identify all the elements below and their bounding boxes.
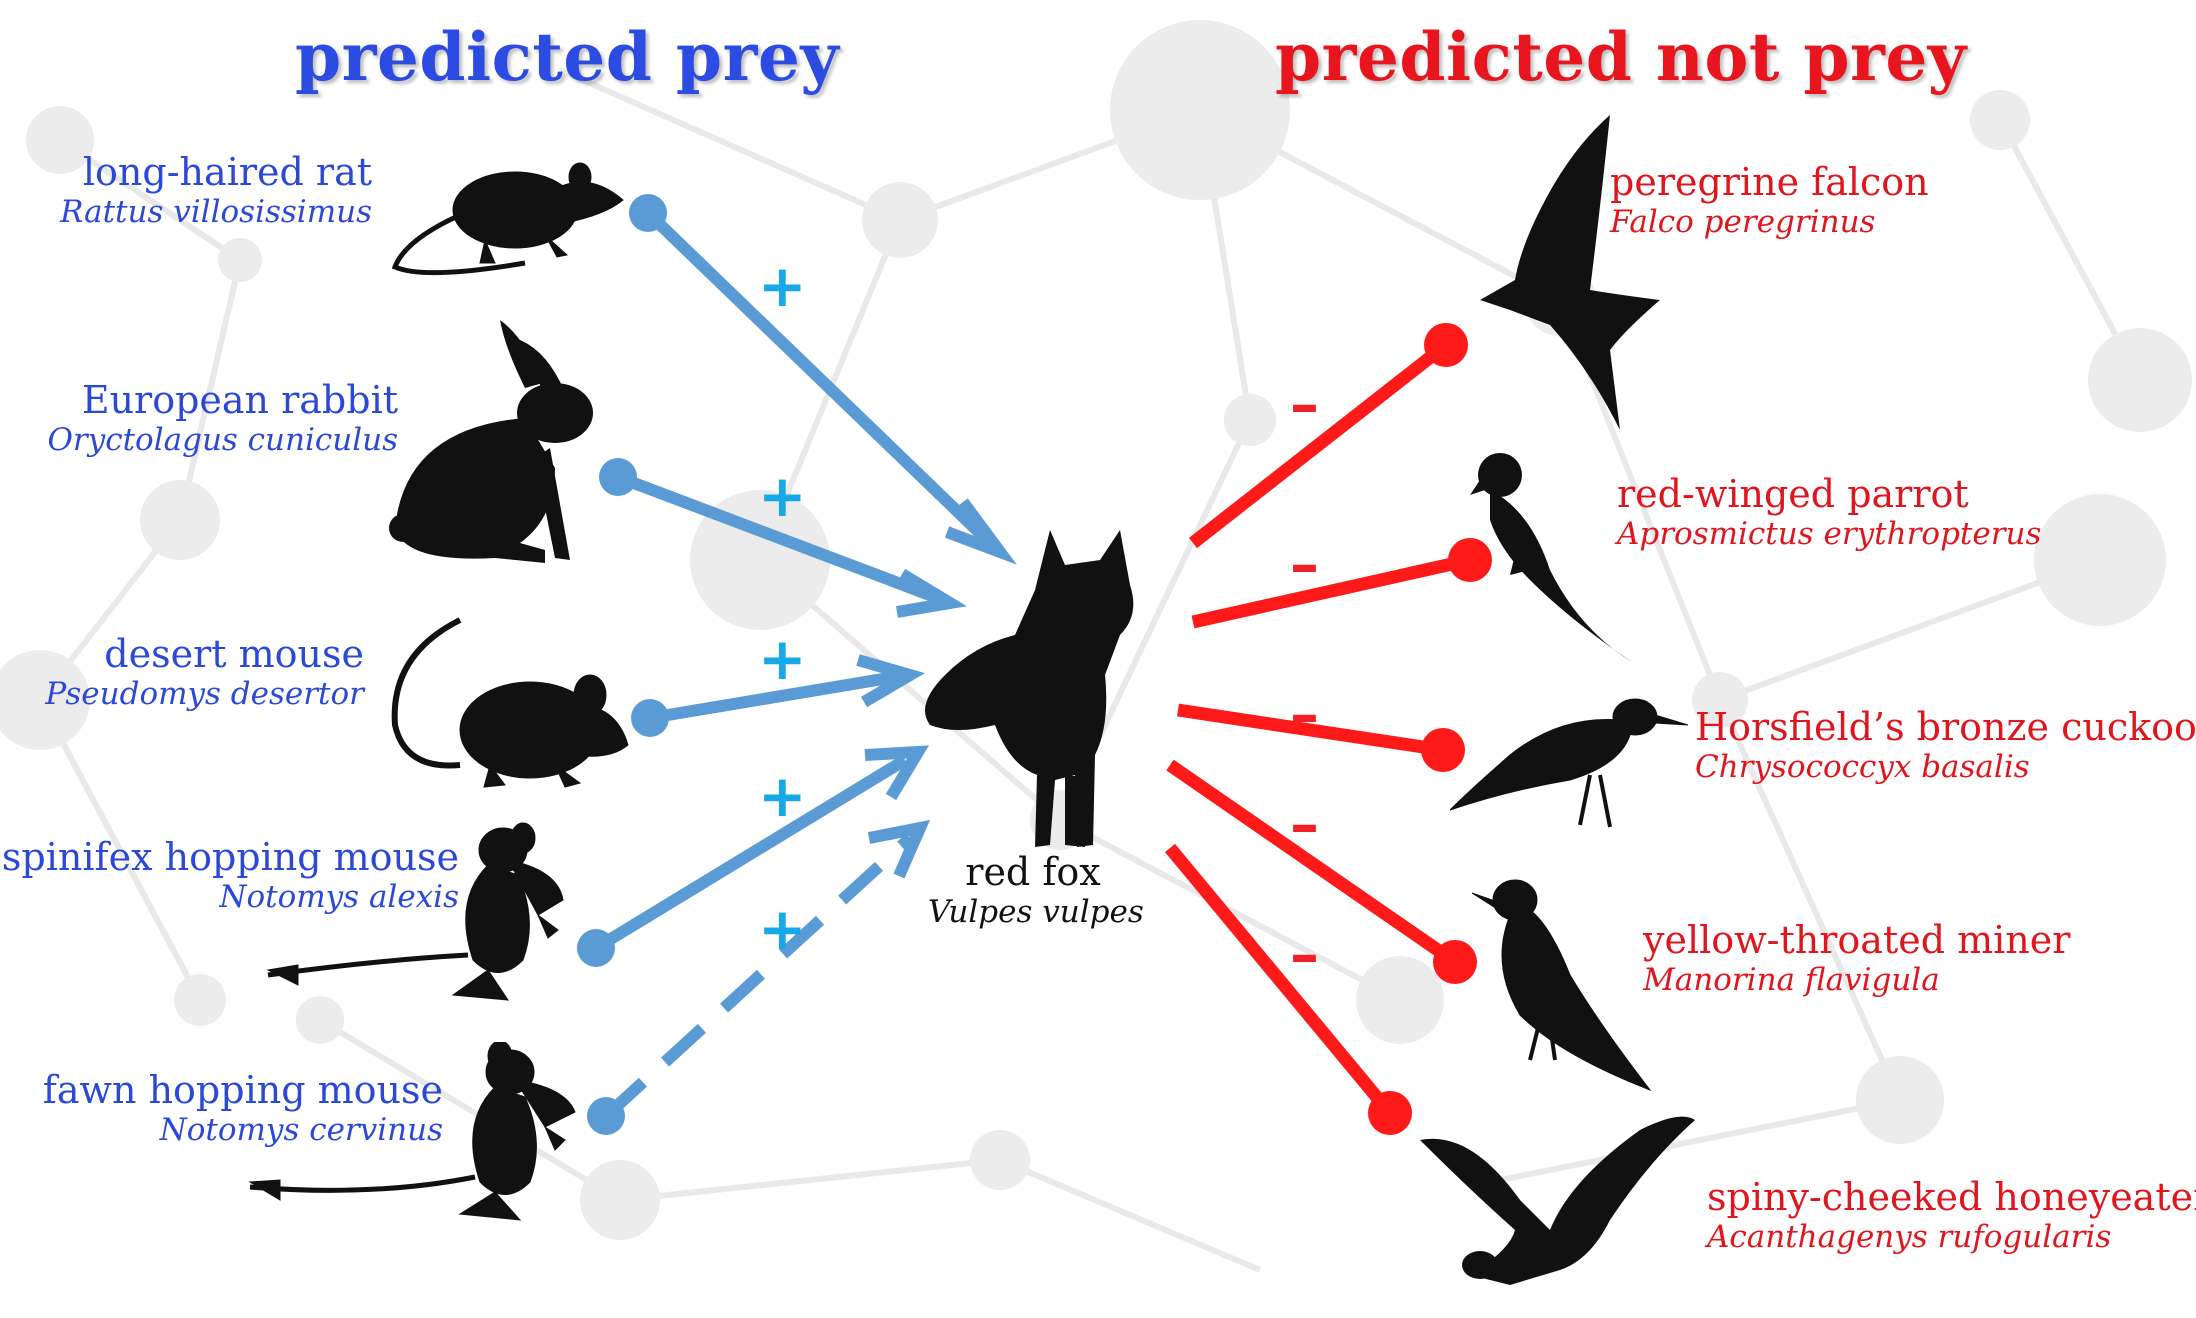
not-prey-label-falcon: peregrine falcon Falco peregrinus xyxy=(1610,160,1929,240)
rabbit-icon xyxy=(389,320,593,563)
prey-label-spinifex: spinifex hopping mouse Notomys alexis xyxy=(1,835,459,915)
plus-sign: + xyxy=(758,762,807,830)
not-prey-label-honeyeater: spiny-cheeked honeyeater Acanthagenys ru… xyxy=(1707,1175,2196,1255)
prey-label-rabbit: European rabbit Oryctolagus cuniculus xyxy=(47,378,398,458)
not-prey-label-parrot: red-winged parrot Aprosmictus erythropte… xyxy=(1617,472,2042,552)
not-prey-label-miner: yellow-throated miner Manorina flavigula xyxy=(1643,918,2071,998)
parrot-icon xyxy=(1470,453,1632,662)
not-prey-links xyxy=(1164,323,1492,1135)
rat-icon xyxy=(391,162,624,276)
plus-sign: + xyxy=(758,625,807,693)
cuckoo-icon xyxy=(1450,698,1689,828)
fox-icon xyxy=(925,530,1134,847)
predator-label: red fox Vulpes vulpes xyxy=(928,850,1144,930)
minus-sign: – xyxy=(1290,790,1319,858)
prey-arrow-fawn xyxy=(587,819,931,1135)
honeyeater-icon xyxy=(1420,1116,1695,1285)
not-prey-link-miner xyxy=(1166,759,1477,984)
hopping-mouse-icon xyxy=(266,822,564,1001)
not-prey-label-cuckoo: Horsfield’s bronze cuckoo Chrysococcyx b… xyxy=(1695,705,2196,785)
minus-sign: – xyxy=(1290,370,1319,438)
minus-sign: – xyxy=(1290,680,1319,748)
falcon-icon xyxy=(1480,115,1660,430)
prey-arrows xyxy=(577,194,1017,1135)
miner-icon xyxy=(1471,879,1652,1092)
not-prey-link-falcon xyxy=(1188,323,1468,549)
prey-arrow-spinifex xyxy=(577,745,929,967)
prey-arrow-desert-mouse xyxy=(631,654,926,737)
prey-arrow-rabbit xyxy=(599,458,967,618)
mouse-icon xyxy=(391,617,629,788)
prey-heading: predicted prey xyxy=(295,18,840,96)
not-prey-link-parrot xyxy=(1191,538,1492,629)
not-prey-link-honeyeater xyxy=(1164,843,1412,1135)
not-prey-link-cuckoo xyxy=(1177,703,1465,772)
prey-label-desert-mouse: desert mouse Pseudomys desertor xyxy=(45,632,364,712)
prey-label-fawn: fawn hopping mouse Notomys cervinus xyxy=(42,1068,443,1148)
plus-sign: + xyxy=(758,462,807,530)
plus-sign: + xyxy=(758,895,807,963)
plus-sign: + xyxy=(758,252,807,320)
prey-arrow-rat xyxy=(629,194,1017,565)
hopping-mouse-icon xyxy=(248,1042,576,1221)
minus-sign: – xyxy=(1290,530,1319,598)
not-prey-heading: predicted not prey xyxy=(1275,18,1967,96)
prey-label-rat: long-haired rat Rattus villosissimus xyxy=(60,150,372,230)
minus-sign: – xyxy=(1290,920,1319,988)
